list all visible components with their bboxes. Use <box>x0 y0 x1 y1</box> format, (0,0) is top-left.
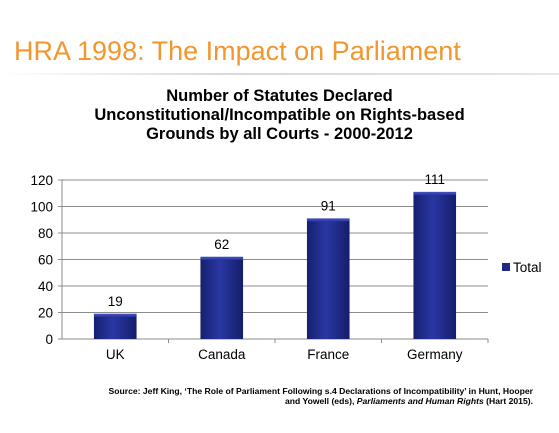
source-citation: Source: Jeff King, ‘The Role of Parliame… <box>13 386 533 406</box>
source-line-2: and Yowell (eds), Parliaments and Human … <box>13 396 533 406</box>
chart-title-line-1: Number of Statutes Declared <box>166 87 393 105</box>
source-line-2-prefix: and Yowell (eds), <box>284 396 357 406</box>
y-tick-label: 40 <box>38 279 53 294</box>
y-tick-label: 20 <box>38 306 53 321</box>
y-tick-label: 60 <box>38 253 53 268</box>
y-tick-label: 120 <box>30 173 53 188</box>
source-line-1: Source: Jeff King, ‘The Role of Parliame… <box>108 386 533 396</box>
bar-top-highlight <box>306 218 350 222</box>
chart-title-line-3: Grounds by all Courts - 2000-2012 <box>146 125 413 143</box>
bar-top-highlight <box>200 256 244 260</box>
legend-label: Total <box>513 260 542 275</box>
bar-canada <box>200 256 244 339</box>
x-tick-label: UK <box>106 347 125 362</box>
x-tick-label: Canada <box>198 347 246 362</box>
y-tick-label: 100 <box>30 200 53 215</box>
x-tick-label: Germany <box>407 347 463 362</box>
bar-france <box>306 218 350 339</box>
y-tick-label: 0 <box>45 332 53 347</box>
bar-germany <box>413 191 457 339</box>
bar-top-highlight <box>413 191 457 195</box>
legend: Total <box>502 260 542 275</box>
source-book-title: Parliaments and Human Rights <box>356 396 484 406</box>
legend-swatch <box>502 263 510 271</box>
data-label: 62 <box>214 237 229 252</box>
slide-title: HRA 1998: The Impact on Parliament <box>14 36 461 66</box>
title-divider <box>0 73 559 75</box>
data-label: 19 <box>108 294 123 309</box>
bar-uk <box>93 313 137 339</box>
labels: 0 20 40 60 80 100 120 19 UK 62 Canada 91 France 111 Ge… <box>30 172 462 362</box>
y-tick-label: 80 <box>38 226 53 241</box>
bar-top-highlight <box>93 313 137 317</box>
bars <box>93 191 457 339</box>
x-tick-label: France <box>307 347 349 362</box>
chart-title: Number of Statutes Declared Unconstituti… <box>0 87 559 144</box>
source-line-2-suffix: (Hart 2015). <box>483 396 533 406</box>
data-label: 111 <box>424 172 445 187</box>
data-label: 91 <box>321 198 336 213</box>
chart-title-line-2: Unconstitutional/Incompatible on Rights-… <box>94 106 465 124</box>
